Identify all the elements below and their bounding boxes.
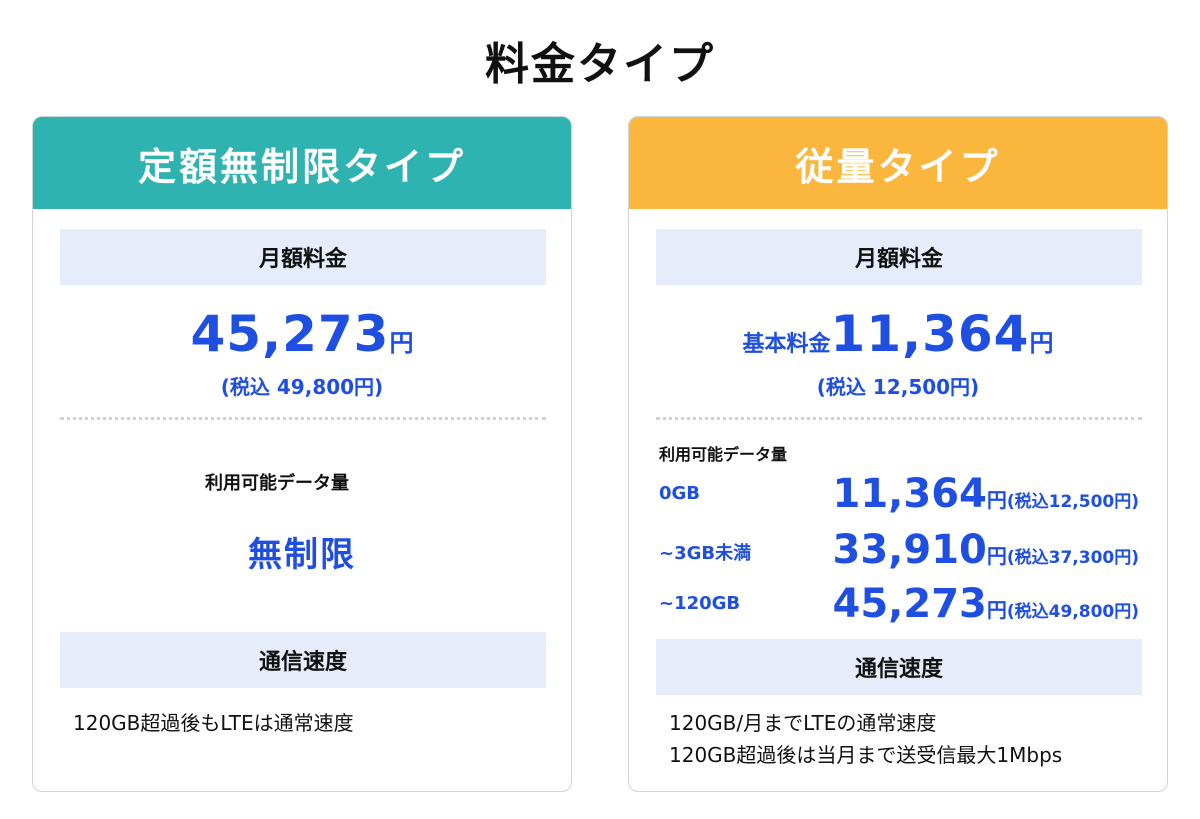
data-allowance-label: 利用可能データ量 xyxy=(659,445,788,464)
tier-price-value: 45,273 xyxy=(832,581,987,627)
tier-price-yen: 円 xyxy=(986,598,1007,622)
tier-price: 33,910円(税込37,300円) xyxy=(833,527,1140,573)
unlimited-price-value: 45,273 xyxy=(190,305,390,363)
metered-price: 基本料金11,364円 xyxy=(629,305,1167,363)
divider xyxy=(60,417,546,420)
metered-plan-header: 従量タイプ xyxy=(629,117,1167,209)
metered-price-value: 11,364 xyxy=(830,305,1030,363)
base-fee-prefix: 基本料金 xyxy=(742,332,831,357)
divider xyxy=(656,417,1142,420)
unlimited-plan-header: 定額無制限タイプ xyxy=(33,117,571,209)
tier-price: 11,364円(税込12,500円) xyxy=(833,471,1140,517)
tier-name: ~120GB xyxy=(659,593,741,614)
tier-row: ~120GB 45,273円(税込49,800円) xyxy=(659,581,1139,631)
unlimited-plan-card: 定額無制限タイプ 月額料金 45,273円 (税込 49,800円) 利用可能デ… xyxy=(32,116,572,792)
tier-tax: (税込12,500円) xyxy=(1006,492,1139,512)
speed-text: 120GB超過後もLTEは通常速度 xyxy=(73,711,354,735)
monthly-fee-label: 月額料金 xyxy=(656,229,1142,285)
speed-text-line: 120GB/月までLTEの通常速度 xyxy=(669,711,937,735)
unlimited-price-yen: 円 xyxy=(389,329,414,357)
monthly-fee-label: 月額料金 xyxy=(60,229,546,285)
tier-price-yen: 円 xyxy=(986,488,1007,512)
metered-price-yen: 円 xyxy=(1029,329,1054,357)
data-allowance-label: 利用可能データ量 xyxy=(205,473,349,494)
metered-tax-included: (税込 12,500円) xyxy=(816,375,980,399)
data-allowance-value: 無制限 xyxy=(248,535,356,575)
speed-text-line: 120GB超過後は当月まで送受信最大1Mbps xyxy=(669,743,1063,767)
tier-tax: (税込49,800円) xyxy=(1006,602,1139,622)
tier-price-value: 33,910 xyxy=(832,527,987,573)
tier-price-value: 11,364 xyxy=(832,471,987,517)
tier-name: 0GB xyxy=(659,483,701,504)
tier-row: ~3GB未満 33,910円(税込37,300円) xyxy=(659,527,1139,577)
page-title: 料金タイプ xyxy=(485,39,715,90)
unlimited-tax-included: (税込 49,800円) xyxy=(220,375,384,399)
speed-label: 通信速度 xyxy=(60,632,546,688)
tier-tax: (税込37,300円) xyxy=(1006,548,1139,568)
speed-label: 通信速度 xyxy=(656,639,1142,695)
unlimited-price: 45,273円 xyxy=(33,305,571,363)
metered-plan-card: 従量タイプ 月額料金 基本料金11,364円 (税込 12,500円) 利用可能… xyxy=(628,116,1168,792)
tier-row: 0GB 11,364円(税込12,500円) xyxy=(659,471,1139,521)
tier-price-yen: 円 xyxy=(986,544,1007,568)
tier-name: ~3GB未満 xyxy=(659,543,752,564)
tier-price: 45,273円(税込49,800円) xyxy=(833,581,1140,627)
